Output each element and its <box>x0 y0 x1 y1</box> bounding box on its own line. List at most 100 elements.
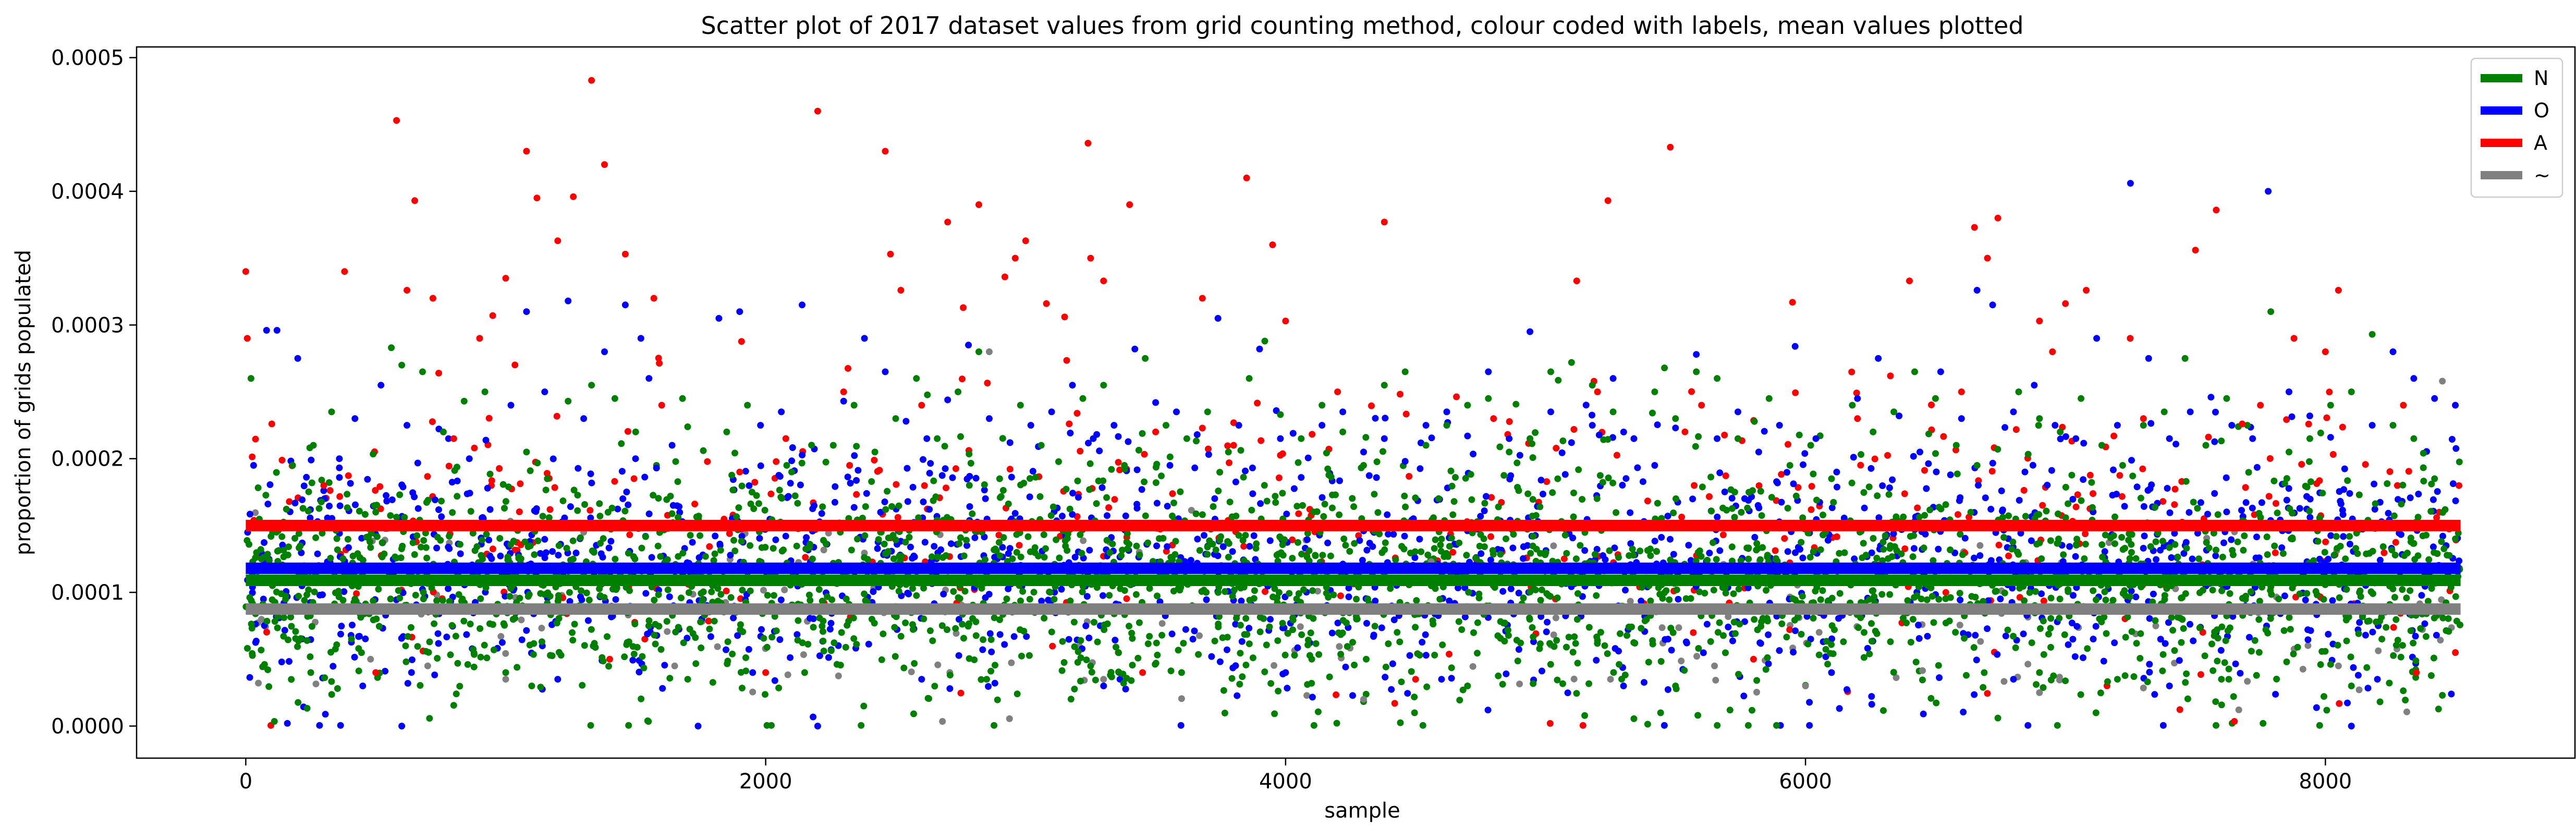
scatter-point <box>2210 529 2217 537</box>
scatter-point <box>2290 335 2298 342</box>
scatter-point <box>734 632 741 639</box>
scatter-point <box>938 622 946 629</box>
scatter-point <box>2220 539 2227 546</box>
scatter-point <box>1731 489 1738 496</box>
scatter-point <box>780 546 787 554</box>
scatter-point <box>1272 499 1279 506</box>
scatter-point <box>305 507 312 515</box>
scatter-point <box>768 634 776 641</box>
scatter-point <box>1468 496 1475 503</box>
scatter-point <box>297 635 304 642</box>
scatter-point <box>957 433 964 440</box>
scatter-point <box>1630 435 1638 442</box>
scatter-point <box>501 505 508 512</box>
scatter-point <box>1488 494 1495 501</box>
scatter-point <box>1870 428 1877 435</box>
scatter-point <box>2391 552 2399 558</box>
scatter-point <box>1459 686 1467 693</box>
scatter-point <box>1246 375 1253 382</box>
scatter-point <box>966 482 973 489</box>
scatter-point <box>2159 538 2166 545</box>
scatter-point <box>1056 554 1063 562</box>
scatter-point <box>294 643 301 650</box>
scatter-point <box>546 592 554 600</box>
scatter-point <box>1016 542 1023 549</box>
scatter-point <box>1133 466 1141 473</box>
scatter-point <box>1918 595 1925 603</box>
scatter-point <box>1110 422 1118 429</box>
scatter-point <box>328 691 335 698</box>
scatter-point <box>2228 422 2236 429</box>
scatter-point <box>371 502 378 509</box>
scatter-point <box>1005 585 1012 592</box>
scatter-point <box>242 268 249 275</box>
scatter-point <box>2425 556 2433 563</box>
scatter-point <box>623 489 630 495</box>
scatter-point <box>697 618 704 626</box>
scatter-point <box>1295 459 1302 466</box>
scatter-point <box>486 506 494 513</box>
scatter-point <box>2161 596 2168 603</box>
scatter-point <box>640 664 648 672</box>
scatter-point <box>1792 492 1800 500</box>
scatter-point <box>1397 719 1404 726</box>
scatter-point <box>1262 588 1268 595</box>
scatter-point <box>1472 554 1479 562</box>
scatter-point <box>1048 408 1055 416</box>
scatter-point <box>1298 631 1305 638</box>
scatter-point <box>554 237 561 245</box>
scatter-point <box>1887 638 1894 646</box>
scatter-point <box>1422 422 1430 429</box>
scatter-point <box>1304 454 1312 461</box>
scatter-point <box>507 585 514 592</box>
scatter-point <box>771 677 778 684</box>
scatter-point <box>2137 630 2144 637</box>
scatter-point <box>2306 412 2313 420</box>
scatter-point <box>2428 480 2435 488</box>
scatter-point <box>2197 499 2204 506</box>
scatter-point <box>991 679 998 687</box>
scatter-point <box>345 544 352 551</box>
scatter-point <box>664 586 672 593</box>
scatter-point <box>697 532 703 539</box>
scatter-point <box>2255 649 2263 656</box>
scatter-point <box>1784 505 1791 512</box>
scatter-point <box>1406 652 1413 659</box>
scatter-point <box>352 501 359 508</box>
scatter-point <box>388 344 395 351</box>
scatter-point <box>1327 552 1334 559</box>
scatter-point <box>2015 388 2022 395</box>
scatter-point <box>1921 512 1928 519</box>
scatter-point <box>1123 595 1130 602</box>
scatter-point <box>1439 641 1446 649</box>
scatter-point <box>999 544 1006 551</box>
scatter-point <box>1417 465 1424 472</box>
scatter-point <box>2103 630 2110 637</box>
scatter-point <box>2194 530 2201 537</box>
scatter-point <box>408 669 415 676</box>
scatter-point <box>588 626 595 633</box>
scatter-point <box>2420 478 2427 485</box>
scatter-point <box>1303 692 1311 699</box>
scatter-point <box>1609 408 1617 416</box>
scatter-point <box>1239 537 1247 544</box>
scatter-point <box>1975 482 1982 489</box>
scatter-point <box>1516 452 1523 459</box>
scatter-point <box>2021 468 2029 476</box>
scatter-point <box>1353 595 1360 603</box>
scatter-point <box>860 702 868 710</box>
scatter-point <box>283 506 290 513</box>
scatter-point <box>303 704 311 712</box>
scatter-point <box>2002 632 2009 640</box>
scatter-point <box>555 552 562 559</box>
scatter-point <box>1722 589 1729 596</box>
scatter-point <box>2223 474 2230 481</box>
scatter-point <box>2009 539 2017 545</box>
scatter-point <box>1170 500 1177 506</box>
series-points-o <box>250 180 2459 729</box>
scatter-point <box>316 591 323 599</box>
scatter-point <box>1806 722 1813 729</box>
scatter-point <box>1108 466 1115 473</box>
scatter-point <box>2040 684 2047 691</box>
scatter-point <box>1289 614 1297 622</box>
